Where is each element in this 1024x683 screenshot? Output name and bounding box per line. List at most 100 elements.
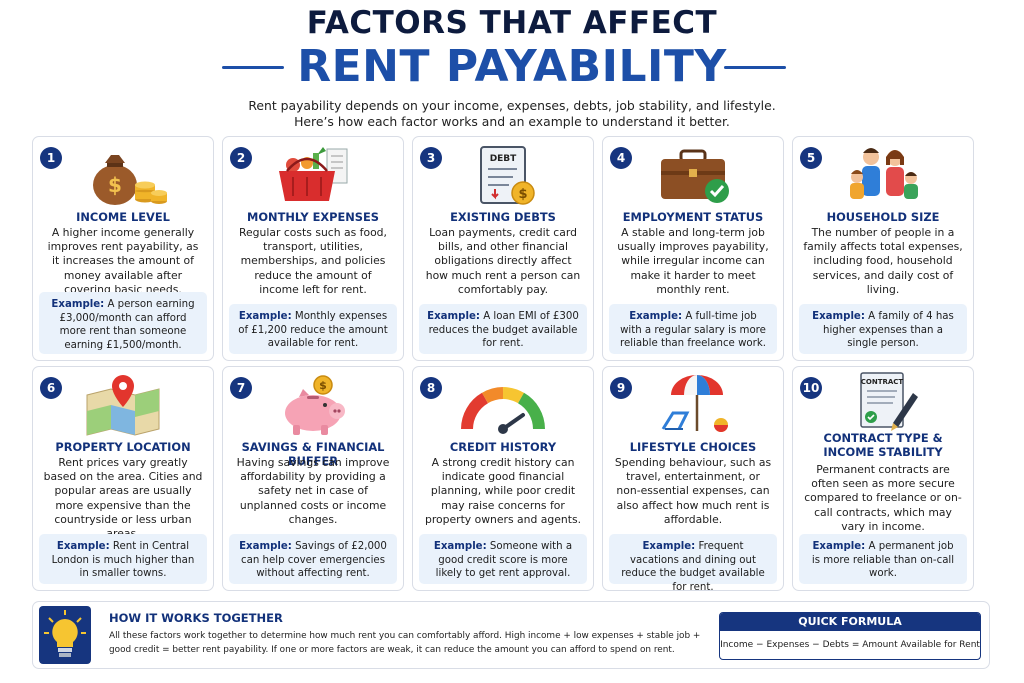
example-text: Frequent vacations and dining out reduce…	[621, 541, 765, 593]
factor-card-employment: 4 EMPLOYMENT STATUS A stable and long-te…	[602, 136, 784, 361]
map-pin-icon	[86, 375, 160, 436]
factor-number: 8	[420, 377, 442, 399]
factor-card-income: 1 $ INCOME LEVEL A higher income general…	[32, 136, 214, 361]
example-label: Example:	[51, 299, 105, 310]
how-it-works-text: All these factors work together to deter…	[109, 631, 701, 655]
shopping-basket-icon	[279, 147, 348, 201]
svg-text:$: $	[319, 379, 327, 392]
factor-example: Example: A full-time job with a regular …	[609, 304, 777, 354]
beach-umbrella-icon	[661, 375, 728, 432]
example-text: A person earning £3,000/month can afford…	[59, 299, 195, 351]
factor-number: 2	[230, 147, 252, 169]
factor-number: 6	[40, 377, 62, 399]
briefcase-check-icon	[661, 149, 729, 203]
contract-pen-icon: CONTRACT	[860, 372, 918, 431]
example-label: Example:	[812, 311, 865, 322]
piggy-bank-icon: $	[285, 375, 345, 435]
factor-card-contract: 10 CONTRACT CONTRACT TYPE & INCOME STABI…	[792, 366, 974, 591]
example-text: A full-time job with a regular salary is…	[620, 311, 766, 350]
factor-card-credit: 8 CREDIT HISTORY A strong credit history…	[412, 366, 594, 591]
factor-card-lifestyle: 9 LIFESTYLE CHOICES Spending behaviour, …	[602, 366, 784, 593]
example-text: Monthly expenses of £1,200 reduce the am…	[238, 311, 388, 350]
factor-example: Example: Monthly expenses of £1,200 redu…	[229, 304, 397, 354]
factor-title: LIFESTYLE CHOICES	[629, 440, 757, 454]
example-text: Someone with a good credit score is more…	[435, 541, 573, 580]
factor-title: SAVINGS & FINANCIAL BUFFER	[241, 440, 385, 468]
factor-title: MONTHLY EXPENSES	[247, 210, 379, 224]
factor-example: Example: Frequent vacations and dining o…	[609, 534, 777, 593]
factor-title: EXISTING DEBTS	[450, 210, 556, 224]
factor-title: CREDIT HISTORY	[449, 440, 557, 454]
quick-formula-box: QUICK FORMULA Income − Expenses − Debts …	[719, 612, 981, 660]
factor-number: 10	[800, 377, 822, 399]
factor-description: Permanent contracts are often seen as mo…	[804, 463, 962, 533]
factor-description: The number of people in a family affects…	[803, 226, 963, 296]
factor-number: 5	[800, 147, 822, 169]
factor-title: PROPERTY LOCATION	[55, 440, 191, 454]
title-rule-right	[724, 66, 786, 69]
family-icon	[850, 148, 918, 199]
subtitle-line1: Rent payability depends on your income, …	[248, 98, 776, 113]
how-it-works-title: HOW IT WORKS TOGETHER	[109, 611, 283, 625]
factor-example: Example: Rent in Central London is much …	[39, 534, 207, 584]
example-label: Example:	[239, 541, 292, 552]
title-rule-left	[222, 66, 284, 69]
factor-card-debts: 3 DEBT $ EXISTING DEBTS Loan payments, c…	[412, 136, 594, 361]
contract-icon-label: CONTRACT	[861, 378, 904, 386]
factor-example: Example: A family of 4 has higher expens…	[799, 304, 967, 354]
quick-formula-text: Income − Expenses − Debts = Amount Avail…	[720, 640, 980, 650]
factor-description: Regular costs such as food, transport, u…	[239, 226, 387, 296]
factor-example: Example: A person earning £3,000/month c…	[39, 292, 207, 354]
example-text: Savings of £2,000 can help cover emergen…	[240, 541, 387, 580]
example-text: A permanent job is more reliable than on…	[811, 541, 955, 580]
example-label: Example:	[812, 541, 866, 552]
debt-icon-label: DEBT	[490, 154, 517, 164]
example-label: Example:	[238, 311, 292, 322]
example-label: Example:	[629, 311, 683, 322]
header: FACTORS THAT AFFECT RENT PAYABILITY Rent…	[0, 6, 1024, 130]
example-text: Rent in Central London is much higher th…	[51, 541, 195, 580]
factor-description: Having savings can improve affordability…	[236, 456, 390, 526]
factor-title: EMPLOYMENT STATUS	[622, 210, 764, 224]
factor-description: A strong credit history can indicate goo…	[424, 456, 582, 526]
factor-description: Rent prices vary greatly based on the ar…	[43, 456, 203, 540]
factor-title: INCOME LEVEL	[76, 210, 170, 224]
example-text: A family of 4 has higher expenses than a…	[823, 311, 954, 350]
example-label: Example:	[433, 541, 487, 552]
factor-number: 9	[610, 377, 632, 399]
factor-card-savings: 7 $ SAVINGS & FINANCIAL BUFFER Having sa…	[222, 366, 404, 591]
factor-card-household: 5 HOUSEHOLD SIZE The number of people in…	[792, 136, 974, 361]
factor-number: 7	[230, 377, 252, 399]
factor-card-expenses: 2 MONTHLY EXPENSES Regular costs such as…	[222, 136, 404, 361]
example-label: Example:	[642, 541, 696, 552]
factor-example: Example: A permanent job is more reliabl…	[799, 534, 967, 584]
how-it-works-panel: HOW IT WORKS TOGETHER All these factors …	[32, 601, 990, 669]
factor-example: Example: Someone with a good credit scor…	[419, 534, 587, 584]
factor-title-line2: INCOME STABILITY	[823, 445, 943, 459]
example-label: Example:	[427, 311, 480, 322]
example-label: Example:	[56, 541, 110, 552]
page-title-line2: RENT PAYABILITY	[297, 41, 727, 92]
factor-description: A stable and long-term job usually impro…	[617, 226, 769, 296]
subtitle-line2: Here’s how each factor works and an exam…	[294, 114, 730, 129]
factor-description: Loan payments, credit card bills, and ot…	[425, 226, 581, 296]
factor-number: 4	[610, 147, 632, 169]
factor-title: HOUSEHOLD SIZE	[826, 210, 940, 224]
quick-formula-title: QUICK FORMULA	[720, 613, 980, 631]
subtitle: Rent payability depends on your income, …	[0, 98, 1024, 130]
factor-description: Spending behaviour, such as travel, ente…	[614, 456, 772, 526]
factor-description: A higher income generally improves rent …	[47, 226, 199, 296]
page-title-row: RENT PAYABILITY	[0, 42, 1024, 92]
factor-card-location: 6 PROPERTY LOCATION Rent prices vary gre…	[32, 366, 214, 591]
factor-title: CONTRACT TYPE & INCOME STABILITY	[797, 431, 969, 459]
factor-number: 3	[420, 147, 442, 169]
debt-document-icon: DEBT $	[480, 146, 535, 205]
example-text: A loan EMI of £300 reduces the budget av…	[428, 311, 579, 350]
factor-number: 1	[40, 147, 62, 169]
money-bag-icon: $	[93, 155, 167, 205]
credit-gauge-icon	[461, 387, 545, 434]
factor-title-line1: CONTRACT TYPE &	[823, 431, 943, 445]
svg-text:$: $	[108, 173, 122, 197]
svg-text:$: $	[518, 187, 527, 202]
lightbulb-icon	[39, 606, 91, 664]
